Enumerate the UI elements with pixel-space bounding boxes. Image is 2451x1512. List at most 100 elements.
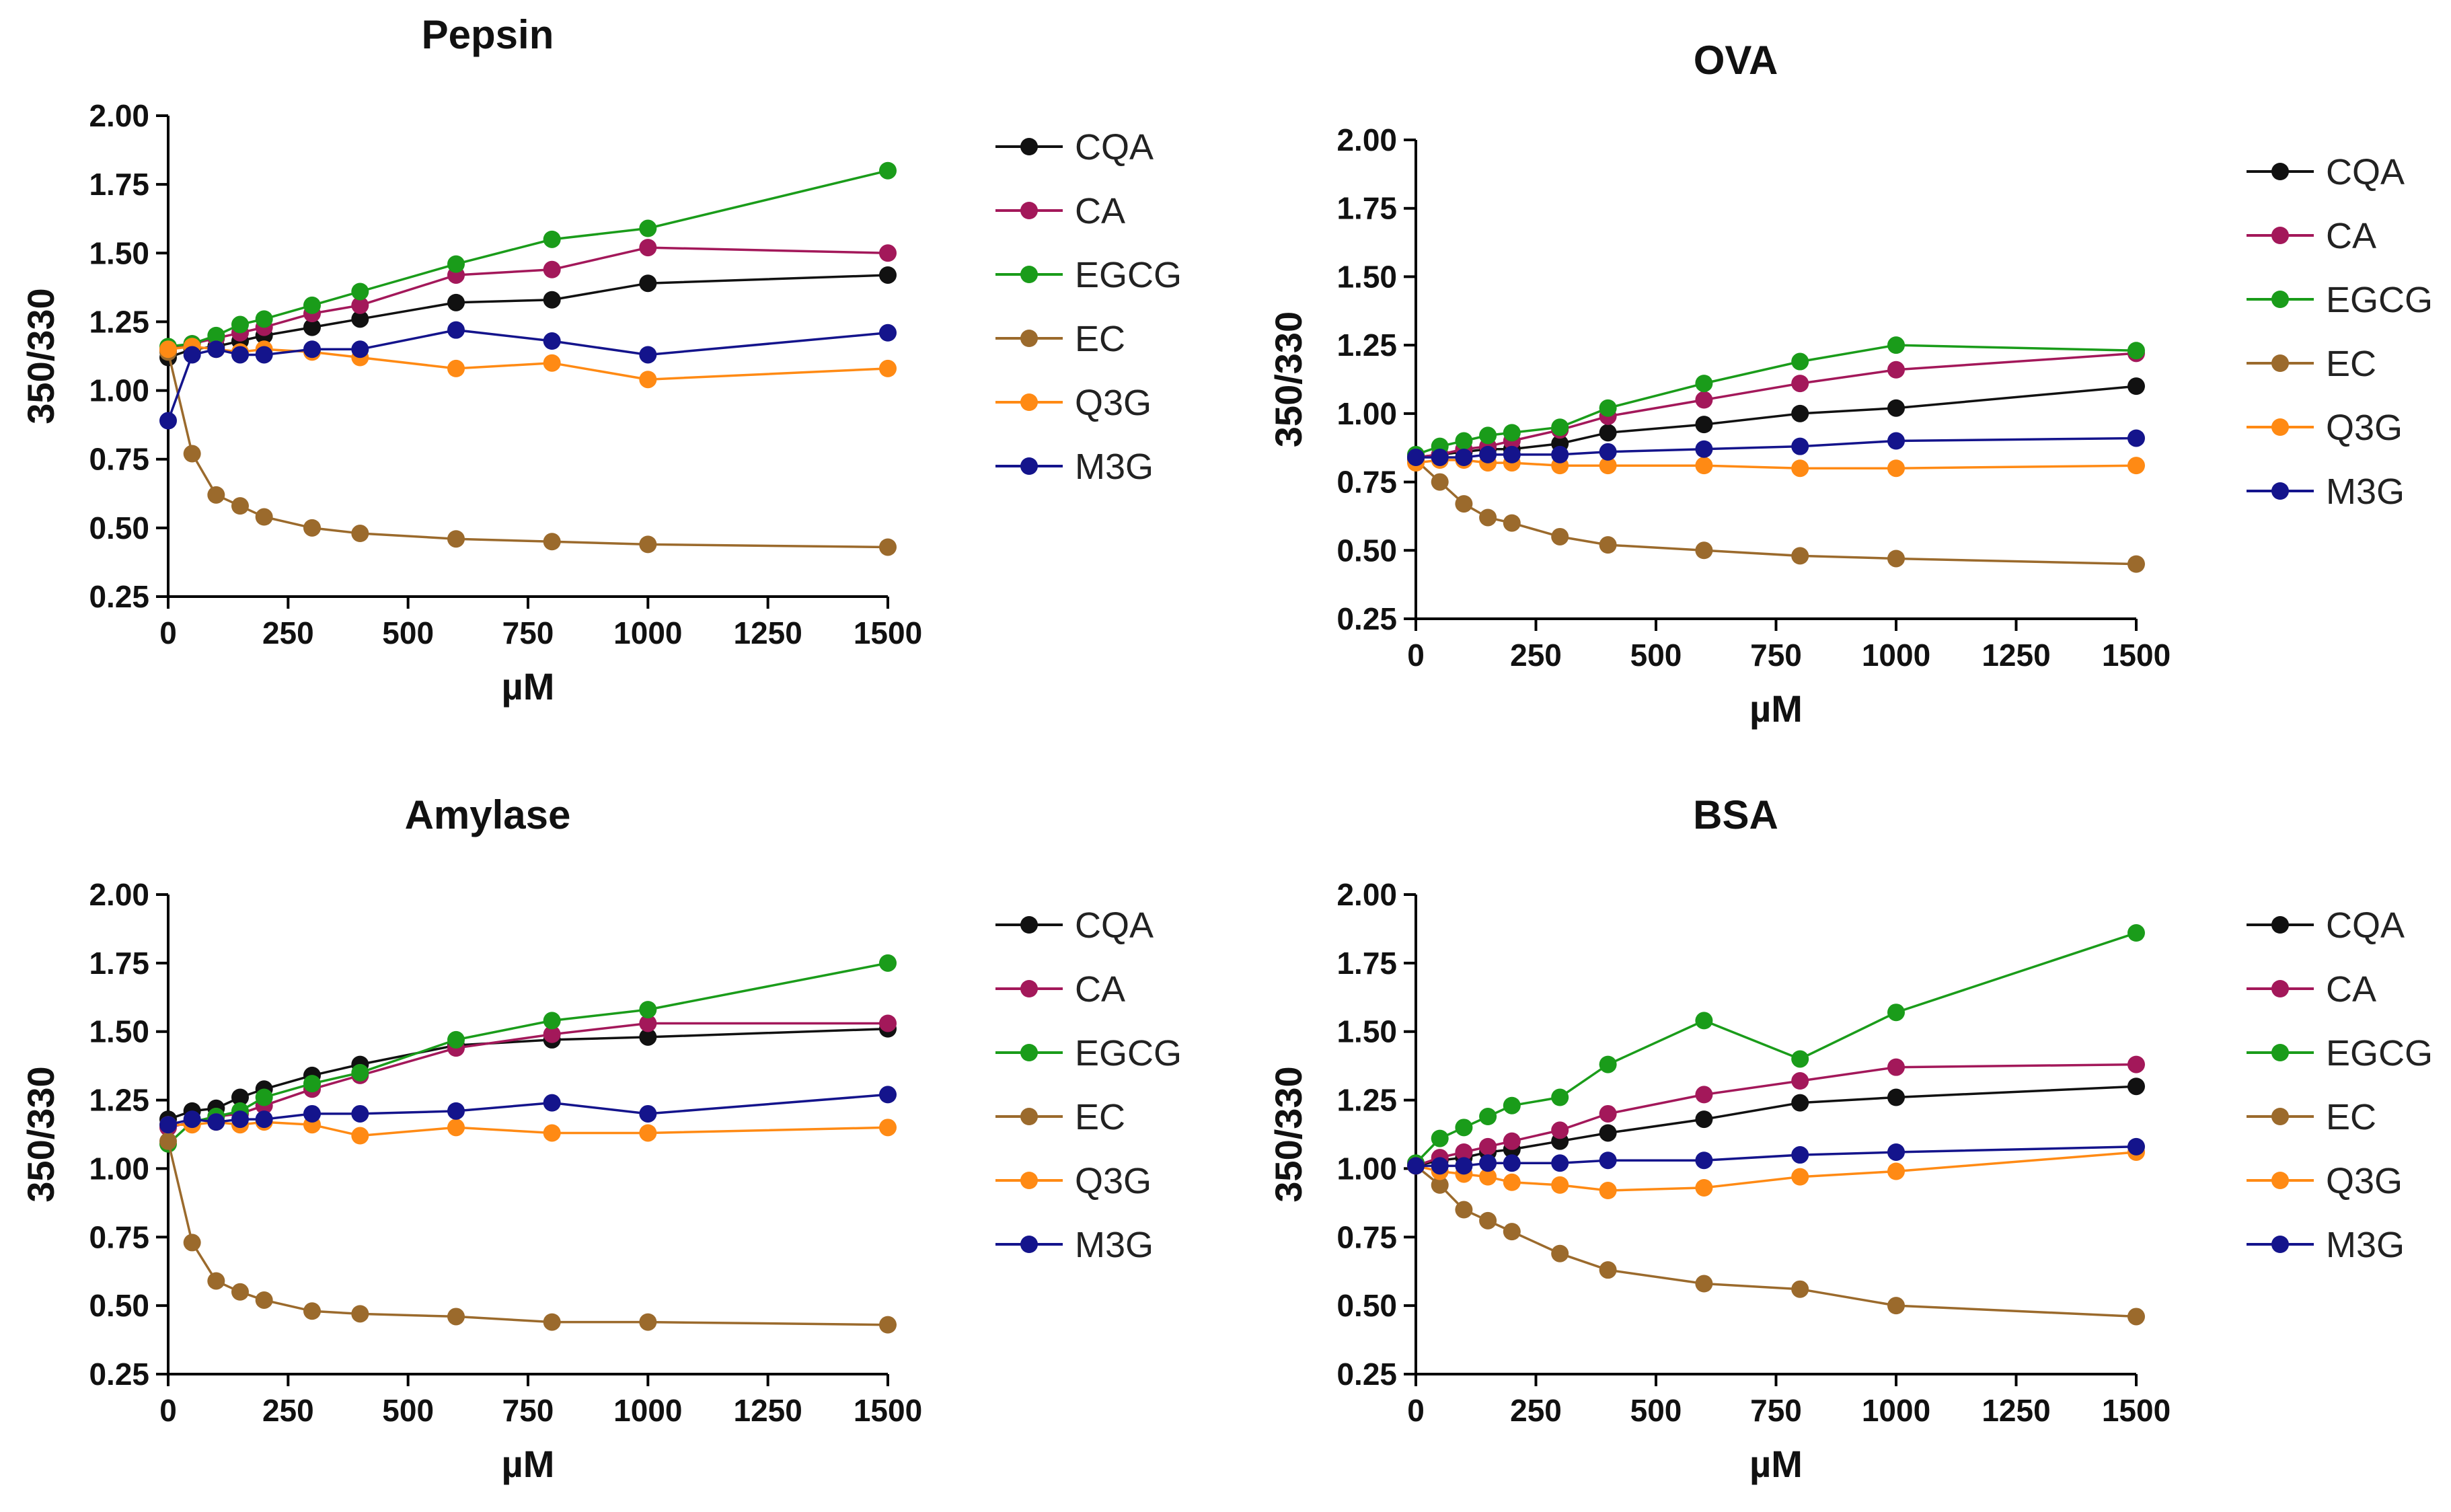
x-tick-label: 0 — [1407, 638, 1425, 673]
legend-item: EC — [2247, 344, 2376, 384]
data-point — [159, 1132, 177, 1150]
y-tick-label: 0.75 — [1336, 465, 1397, 500]
y-tick-label: 2.00 — [1336, 122, 1397, 157]
data-point — [543, 291, 561, 309]
data-point — [1407, 448, 1425, 466]
data-point — [447, 530, 465, 548]
chart-panel-pepsin: Pepsin 0.25 0.50 0.75 1.00 1.25 1.50 1.75 2.00 0 2… — [20, 12, 1182, 708]
data-point — [303, 1075, 321, 1093]
data-point — [447, 321, 465, 339]
x-axis-label: µM — [1749, 1443, 1803, 1485]
legend-item: M3G — [995, 447, 1154, 487]
x-tick-label: 1500 — [2102, 638, 2171, 673]
data-point — [183, 445, 201, 463]
data-point — [1791, 1280, 1809, 1298]
y-tick-label: 1.25 — [89, 304, 149, 339]
data-point — [1695, 1110, 1713, 1129]
data-point — [2127, 457, 2145, 475]
legend-marker — [2271, 227, 2289, 244]
chart-title: BSA — [1693, 792, 1778, 837]
data-point — [1455, 495, 1473, 513]
data-point — [2127, 924, 2145, 942]
legend-item: Q3G — [995, 1161, 1152, 1201]
data-point — [543, 1025, 561, 1043]
legend-item: M3G — [995, 1225, 1154, 1265]
data-point — [1791, 437, 1809, 455]
data-point — [1887, 1297, 1905, 1315]
legend-marker — [1020, 202, 1038, 219]
legend-label: M3G — [2326, 1225, 2405, 1265]
y-tick-label: 1.25 — [1336, 328, 1397, 363]
data-point — [1599, 399, 1617, 417]
x-tick-label: 750 — [502, 1393, 554, 1428]
legend-marker — [1020, 1172, 1038, 1189]
y-tick-label: 1.50 — [1336, 1014, 1397, 1049]
data-point — [543, 1124, 561, 1142]
data-point — [1455, 448, 1473, 466]
y-tick-label: 1.75 — [89, 167, 149, 202]
data-point — [639, 346, 657, 364]
y-tick-label: 1.00 — [89, 373, 149, 408]
data-point — [639, 239, 657, 257]
legend-marker — [1020, 393, 1038, 411]
data-point — [1791, 1146, 1809, 1164]
data-point — [303, 519, 321, 537]
x-tick-label: 1500 — [854, 615, 922, 650]
legend-item: M3G — [2247, 1225, 2405, 1265]
data-point — [543, 1313, 561, 1331]
data-point — [1551, 418, 1569, 437]
x-tick-label: 1250 — [733, 1393, 802, 1428]
legend-label: CA — [2326, 969, 2376, 1010]
data-point — [1431, 1157, 1449, 1175]
data-point — [159, 1116, 177, 1134]
data-point — [2127, 429, 2145, 447]
legend-item: EC — [995, 319, 1125, 359]
data-point — [879, 1014, 897, 1032]
data-point — [1503, 1154, 1521, 1172]
data-point — [351, 525, 369, 543]
data-point — [1887, 1088, 1905, 1106]
series-line — [167, 1093, 889, 1126]
series-m3g — [1407, 1137, 2145, 1175]
legend-label: CQA — [2326, 152, 2405, 192]
data-point — [2127, 1137, 2145, 1156]
series-line — [167, 351, 889, 549]
y-tick-label: 0.50 — [89, 511, 149, 545]
data-point — [1887, 432, 1905, 450]
data-point — [183, 346, 201, 364]
data-point — [1695, 1012, 1713, 1030]
data-point — [639, 1001, 657, 1019]
data-point — [543, 1094, 561, 1112]
legend-label: EC — [2326, 1097, 2376, 1137]
data-point — [639, 535, 657, 554]
data-point — [1551, 1244, 1569, 1262]
data-point — [1599, 457, 1617, 475]
legend-label: EC — [1075, 319, 1125, 359]
data-point — [1887, 1143, 1905, 1161]
series-line — [167, 169, 889, 348]
data-point — [1503, 424, 1521, 442]
data-point — [231, 1088, 249, 1106]
data-point — [183, 1234, 201, 1252]
data-point — [639, 1124, 657, 1142]
legend-label: CQA — [1075, 905, 1154, 946]
data-point — [207, 326, 225, 344]
chart-panel-bsa: BSA 0.25 0.50 0.75 1.00 1.25 1.50 1.75 2.00 0 250 5… — [1267, 792, 2433, 1485]
data-point — [351, 310, 369, 328]
data-point — [447, 1308, 465, 1326]
data-point — [1791, 1072, 1809, 1090]
series-line — [167, 1141, 889, 1326]
legend-marker — [2271, 916, 2289, 934]
data-point — [207, 1113, 225, 1131]
series-line — [1415, 1151, 2137, 1192]
x-tick-label: 500 — [382, 1393, 434, 1428]
legend-marker — [2271, 1172, 2289, 1189]
legend-label: Q3G — [2326, 408, 2403, 448]
y-tick-label: 2.00 — [89, 98, 149, 133]
data-point — [1503, 1132, 1521, 1150]
data-point — [255, 1088, 273, 1106]
series-line — [1415, 459, 2137, 469]
data-point — [879, 1119, 897, 1137]
data-point — [1887, 361, 1905, 379]
y-tick-label: 1.00 — [1336, 1151, 1397, 1186]
